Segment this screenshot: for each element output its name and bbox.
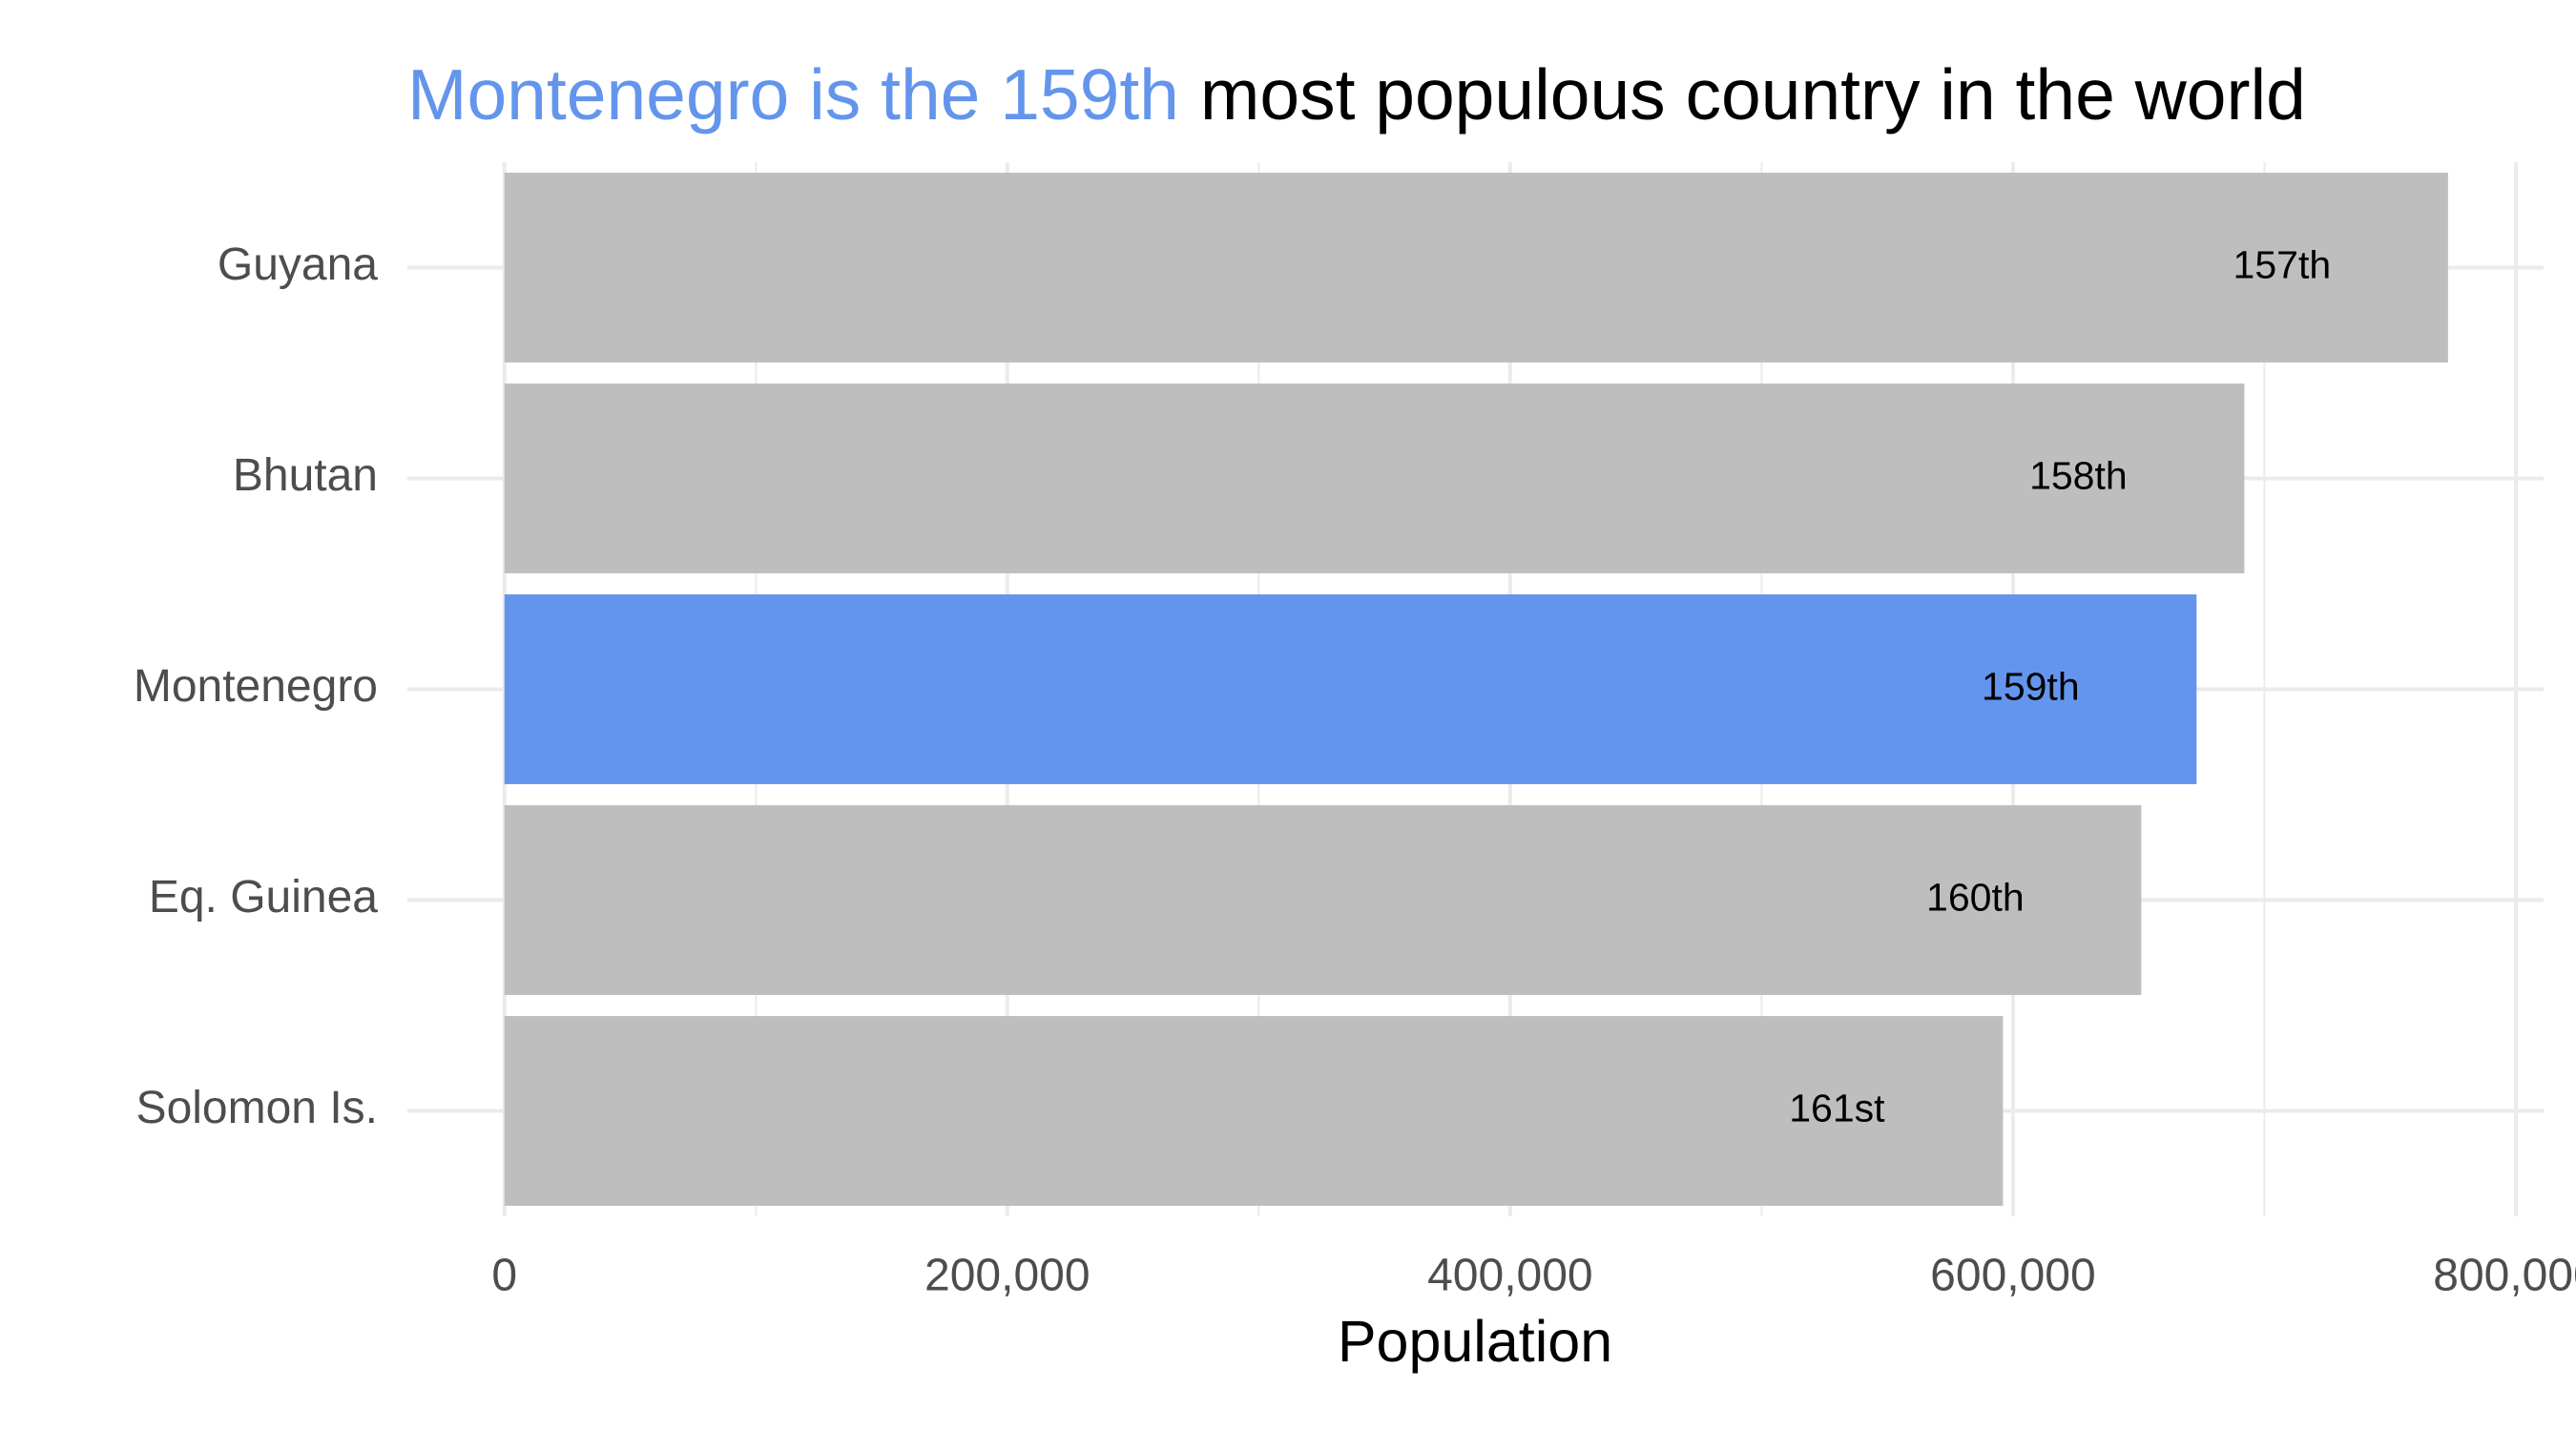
y-tick-label: Montenegro [134, 661, 378, 712]
bar [504, 594, 2197, 784]
y-tick-label: Bhutan [233, 450, 378, 501]
bar [504, 805, 2142, 995]
rank-label: 157th [2233, 242, 2332, 286]
x-axis-title: Population [1338, 1309, 1612, 1374]
x-tick-label: 600,000 [1930, 1251, 2096, 1301]
rank-label: 159th [1982, 664, 2080, 708]
y-tick-label: Solomon Is. [136, 1083, 378, 1133]
x-tick-label: 800,000 [2433, 1251, 2576, 1301]
rank-label: 158th [2029, 453, 2128, 497]
title-rest: most populous country in the world [1200, 54, 2306, 135]
x-tick-label: 0 [491, 1251, 517, 1301]
x-tick-label: 400,000 [1427, 1251, 1593, 1301]
title-highlight: Montenegro is the 159th [407, 54, 1179, 135]
chart-title: Montenegro is the 159th most populous cou… [407, 54, 2306, 135]
y-tick-label: Guyana [218, 239, 378, 290]
bar [504, 1016, 2004, 1206]
bar [504, 384, 2245, 573]
y-tick-label: Eq. Guinea [149, 872, 378, 923]
bar [504, 173, 2448, 363]
rank-label: 161st [1789, 1086, 1885, 1130]
rank-label: 160th [1926, 875, 2025, 919]
x-tick-label: 200,000 [924, 1251, 1091, 1301]
